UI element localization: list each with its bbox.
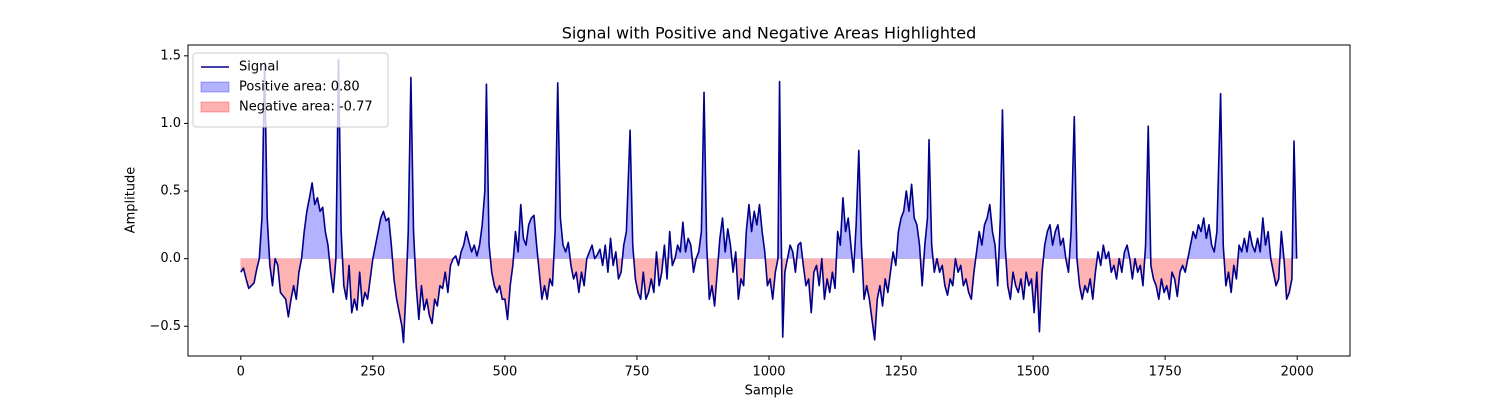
- x-axis-label: Sample: [745, 384, 794, 399]
- legend-box: [192, 52, 389, 128]
- legend-label: Positive area: 0.80: [239, 80, 360, 95]
- x-tick-label: 1250: [884, 365, 917, 380]
- x-tick-label: 500: [492, 365, 517, 380]
- x-tick-label: 250: [360, 365, 385, 380]
- legend-label: Negative area: -0.77: [239, 100, 373, 115]
- y-tick-label: 1.5: [160, 48, 181, 63]
- legend-label: Signal: [239, 60, 279, 75]
- legend-swatch: [200, 81, 230, 93]
- legend: Signal Positive area: 0.80 Negative area: …: [192, 52, 389, 128]
- area-fill: [240, 258, 1297, 343]
- x-tick-label: 750: [625, 365, 650, 380]
- axes-frame: [187, 44, 1351, 357]
- x-tick-label: 2000: [1281, 365, 1314, 380]
- legend-swatch: [200, 101, 230, 113]
- y-tick-label: −0.5: [149, 319, 181, 334]
- x-tick-label: 1000: [752, 365, 785, 380]
- y-tick-label: 0.5: [160, 184, 181, 199]
- y-tick-label: 0.0: [160, 251, 181, 266]
- y-axis-label: Amplitude: [124, 167, 139, 234]
- x-tick-label: 0: [237, 365, 245, 380]
- x-tick-label: 1750: [1149, 365, 1182, 380]
- x-tick-label: 1500: [1017, 365, 1050, 380]
- chart-title: Signal with Positive and Negative Areas …: [562, 24, 977, 43]
- signal-line: [240, 59, 1298, 344]
- y-tick-label: 1.0: [160, 116, 181, 131]
